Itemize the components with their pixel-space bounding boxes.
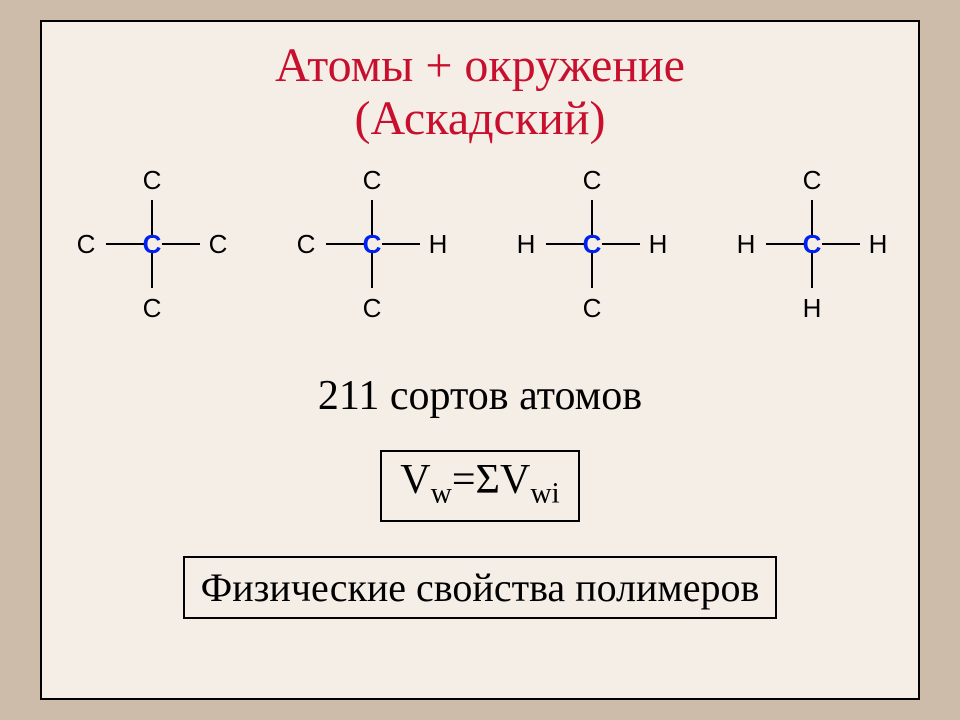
- formula-rhs-sub: wi: [530, 477, 559, 509]
- atom-neighbor: C: [76, 231, 96, 257]
- formula-sigma: Σ: [476, 457, 500, 503]
- atom-neighbor: C: [296, 231, 316, 257]
- atom-neighbor: C: [142, 167, 162, 193]
- atom-neighbor: C: [208, 231, 228, 257]
- bond: [602, 243, 640, 245]
- atom-center: C: [802, 231, 822, 257]
- atom-neighbor: H: [736, 231, 756, 257]
- atom-neighbor: H: [428, 231, 448, 257]
- formula-eq: =: [452, 457, 476, 503]
- slide-card: Атомы + окружение (Аскадский) CCCCCCCHCC…: [40, 20, 920, 700]
- bottom-box: Физические свойства полимеров: [183, 556, 778, 619]
- atom-center: C: [362, 231, 382, 257]
- molecule-secondary-carbon: C C H C H: [492, 154, 692, 334]
- bond: [162, 243, 200, 245]
- bond: [766, 243, 804, 245]
- bond: [382, 243, 420, 245]
- atom-center: C: [582, 231, 602, 257]
- formula-box: Vw=ΣVwi: [380, 450, 579, 522]
- atom-neighbor: H: [868, 231, 888, 257]
- molecule-quaternary-carbon: C C C C C: [52, 154, 252, 334]
- atom-neighbor: C: [582, 167, 602, 193]
- atom-neighbor: C: [582, 295, 602, 321]
- bond: [106, 243, 144, 245]
- atom-neighbor: C: [802, 167, 822, 193]
- bond: [546, 243, 584, 245]
- molecule-tertiary-carbon: C C H C C: [272, 154, 472, 334]
- molecule-primary-carbon: C C H H H: [712, 154, 912, 334]
- atom-neighbor: H: [802, 295, 822, 321]
- slide-title: Атомы + окружение (Аскадский): [42, 40, 918, 146]
- formula-rhs-base: V: [500, 457, 530, 503]
- title-line-2: (Аскадский): [354, 92, 605, 145]
- bond: [822, 243, 860, 245]
- formula-lhs-base: V: [400, 457, 430, 503]
- formula-lhs-sub: w: [431, 477, 452, 509]
- atom-neighbor: C: [142, 295, 162, 321]
- atom-neighbor: H: [648, 231, 668, 257]
- atom-neighbor: H: [516, 231, 536, 257]
- subtitle: 211 сортов атомов: [42, 372, 918, 420]
- title-line-1: Атомы + окружение: [275, 39, 685, 92]
- atom-neighbor: C: [362, 295, 382, 321]
- molecules-row: C C C C C C C H C C C C H C H C C H H H: [42, 154, 918, 344]
- atom-center: C: [142, 231, 162, 257]
- atom-neighbor: C: [362, 167, 382, 193]
- bond: [326, 243, 364, 245]
